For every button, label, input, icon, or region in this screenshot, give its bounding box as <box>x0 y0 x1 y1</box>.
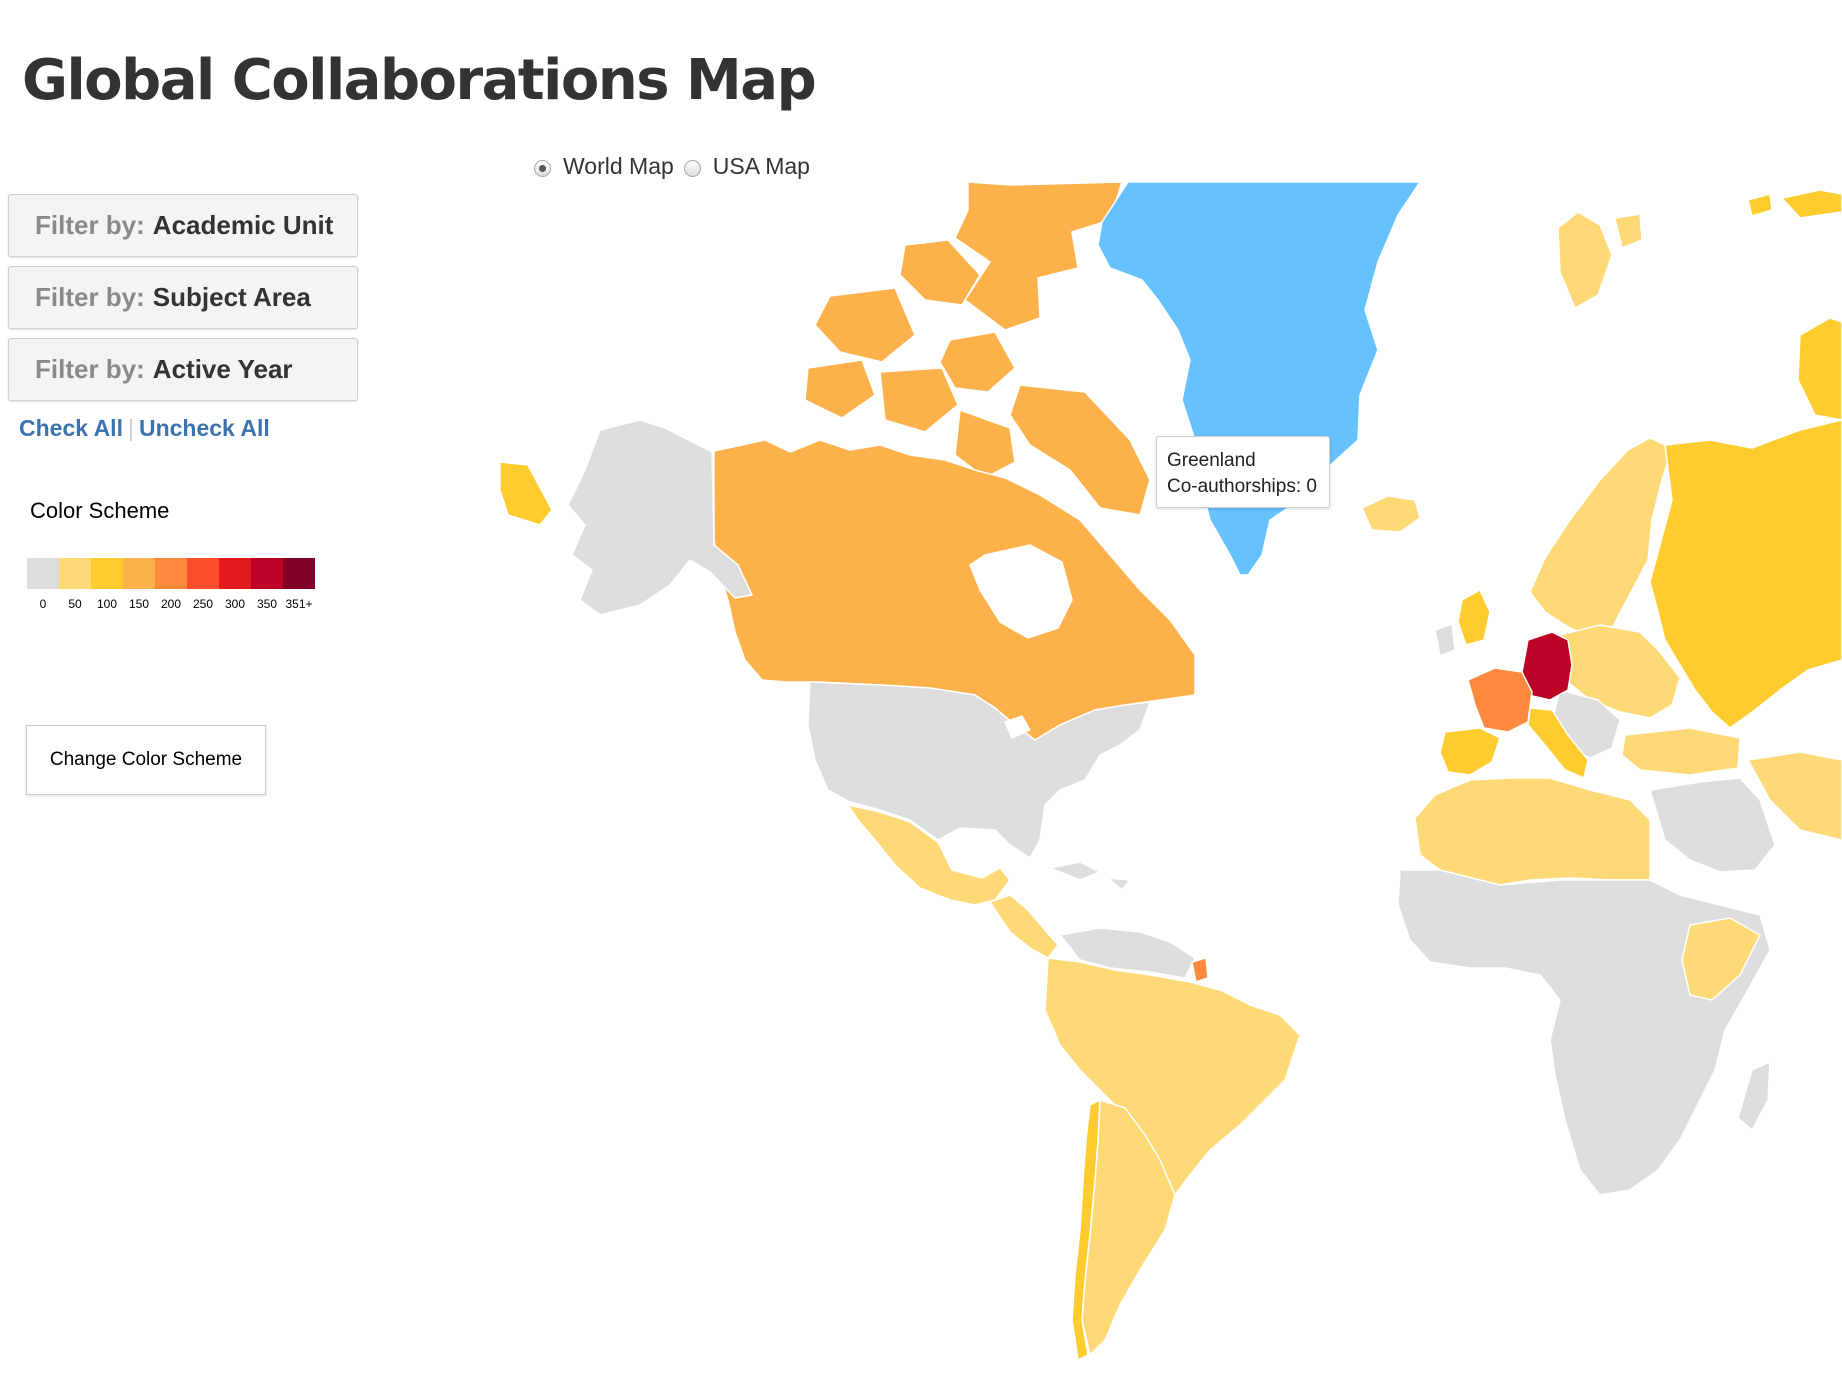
filter-prefix: Filter by: <box>35 354 145 384</box>
usa-map-label[interactable]: USA Map <box>712 153 810 179</box>
filter-value: Academic Unit <box>152 210 334 240</box>
region-turkey[interactable] <box>1621 727 1741 776</box>
page-title: Global Collaborations Map <box>22 48 817 113</box>
region-svalbard[interactable] <box>1557 211 1613 309</box>
region-canada-arctic-islands[interactable] <box>804 359 876 419</box>
region-caribbean[interactable] <box>1049 861 1101 881</box>
legend-swatch <box>27 558 59 589</box>
legend-labels: 0 50 100 150 200 250 300 350 351+ <box>27 597 327 615</box>
filter-prefix: Filter by: <box>35 210 145 240</box>
sidebar: Filter by: Academic Unit Filter by: Subj… <box>8 194 358 442</box>
filter-value: Active Year <box>152 354 293 384</box>
region-northern-south-america[interactable] <box>1059 927 1196 979</box>
legend-swatch <box>91 558 123 589</box>
link-separator: | <box>127 415 134 441</box>
map-toggle: World Map USA Map <box>534 153 820 180</box>
region-canada-arctic-islands[interactable] <box>814 287 916 363</box>
region-france[interactable] <box>1467 667 1533 733</box>
legend-swatch <box>187 558 219 589</box>
color-scheme-title: Color Scheme <box>30 498 170 523</box>
legend-swatches <box>27 558 327 589</box>
region-mexico[interactable] <box>847 804 1011 906</box>
usa-map-radio[interactable] <box>683 160 701 177</box>
region-canada-arctic-islands[interactable] <box>954 409 1016 479</box>
region-russia-islands[interactable] <box>1747 193 1773 217</box>
region-eastern-europe[interactable] <box>1559 624 1681 719</box>
legend-label: 250 <box>192 597 214 611</box>
legend-swatch <box>283 558 315 589</box>
region-spain[interactable] <box>1439 727 1501 776</box>
region-chile[interactable] <box>1071 1099 1101 1361</box>
change-color-scheme-button[interactable]: Change Color Scheme <box>26 725 266 795</box>
tooltip-country: Greenland <box>1167 450 1256 471</box>
world-map-radio[interactable] <box>534 160 551 177</box>
world-map-label[interactable]: World Map <box>563 153 674 179</box>
region-sub-saharan-africa[interactable] <box>1397 869 1771 1196</box>
region-middle-east[interactable] <box>1649 777 1776 873</box>
legend-label: 300 <box>224 597 246 611</box>
legend-swatch <box>219 558 251 589</box>
region-greenland[interactable] <box>1097 181 1421 576</box>
filter-subject-area-button[interactable]: Filter by: Subject Area <box>8 266 358 329</box>
color-legend: 0 50 100 150 200 250 300 350 351+ <box>27 558 327 615</box>
great-lakes <box>1004 715 1031 739</box>
legend-swatch <box>251 558 283 589</box>
filter-value: Subject Area <box>152 282 311 312</box>
region-madagascar[interactable] <box>1737 1061 1771 1131</box>
region-caribbean[interactable] <box>1107 877 1131 891</box>
legend-label: 350 <box>256 597 278 611</box>
check-all-link[interactable]: Check All <box>19 415 123 441</box>
uncheck-all-link[interactable]: Uncheck All <box>138 415 270 441</box>
region-iceland[interactable] <box>1361 495 1421 533</box>
legend-label: 100 <box>96 597 118 611</box>
map-tooltip: Greenland Co-authorships: 0 <box>1156 436 1330 508</box>
tooltip-metric: Co-authorships: 0 <box>1167 476 1317 497</box>
legend-swatch <box>123 558 155 589</box>
filter-academic-unit-button[interactable]: Filter by: Academic Unit <box>8 194 358 257</box>
region-russia-islands[interactable] <box>1781 189 1842 219</box>
legend-label: 0 <box>39 597 47 611</box>
region-central-america[interactable] <box>989 894 1059 959</box>
hudson-bay <box>969 544 1073 639</box>
legend-label: 50 <box>68 597 82 611</box>
legend-swatch <box>59 558 91 589</box>
region-brazil[interactable] <box>1044 957 1301 1196</box>
region-russia[interactable] <box>1649 419 1842 729</box>
region-ireland[interactable] <box>1434 623 1456 657</box>
filter-active-year-button[interactable]: Filter by: Active Year <box>8 338 358 401</box>
legend-swatch <box>155 558 187 589</box>
region-alaska[interactable] <box>567 419 753 616</box>
region-north-africa[interactable] <box>1414 777 1651 886</box>
region-alaska-tip[interactable] <box>499 461 553 526</box>
region-uk[interactable] <box>1457 589 1491 646</box>
legend-label: 150 <box>128 597 150 611</box>
region-canada-arctic-islands[interactable] <box>899 239 981 306</box>
region-ethiopia[interactable] <box>1681 917 1761 1001</box>
region-svalbard[interactable] <box>1614 213 1643 249</box>
region-scandinavia[interactable] <box>1529 437 1673 639</box>
region-italy[interactable] <box>1527 707 1589 779</box>
legend-label: 200 <box>160 597 182 611</box>
region-french-guiana[interactable] <box>1191 957 1209 983</box>
region-canada-arctic-islands[interactable] <box>954 181 1123 331</box>
region-canada-arctic-islands[interactable] <box>939 331 1016 393</box>
region-canada-arctic-islands[interactable] <box>879 367 959 433</box>
region-middle-east-east[interactable] <box>1747 751 1842 841</box>
region-canada-arctic-islands[interactable] <box>1009 384 1151 516</box>
legend-label: 351+ <box>285 597 313 611</box>
region-russia-islands[interactable] <box>1797 317 1842 421</box>
filter-prefix: Filter by: <box>35 282 145 312</box>
check-links: Check All | Uncheck All <box>8 415 358 442</box>
